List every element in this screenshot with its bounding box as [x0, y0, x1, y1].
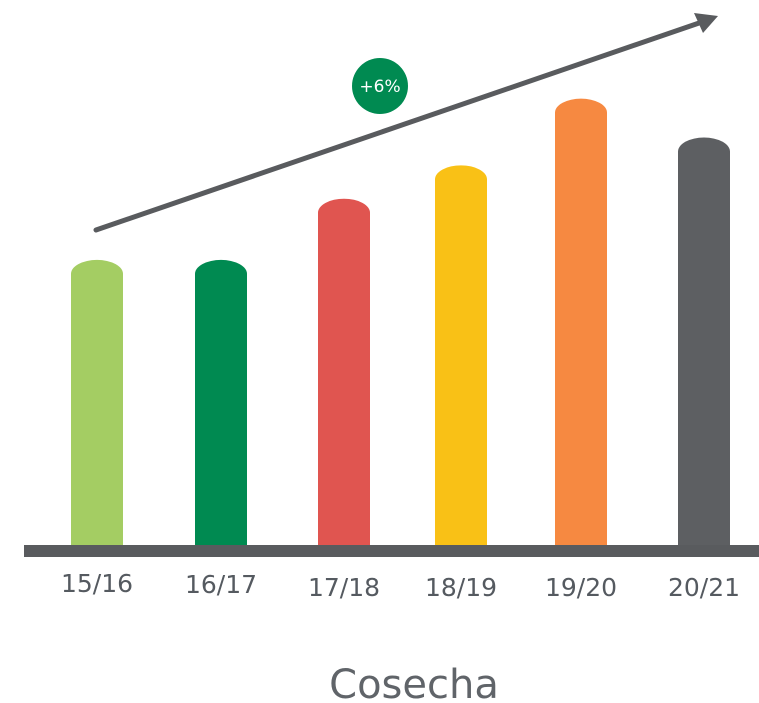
bar-16-17	[195, 259, 247, 549]
bar-18-19	[435, 165, 487, 550]
x-axis-title: Cosecha	[329, 662, 499, 703]
bar-19-20	[555, 98, 607, 549]
bar-17-18	[318, 198, 370, 549]
x-tick-label: 20/21	[668, 573, 740, 602]
growth-badge-circle	[352, 58, 408, 114]
x-tick-label: 19/20	[545, 573, 617, 602]
trend-arrow-head-icon	[694, 13, 718, 33]
x-tick-label: 18/19	[425, 573, 497, 602]
trend-arrow-line	[93, 19, 705, 233]
trend-arrow	[93, 13, 718, 233]
x-tick-label: 16/17	[185, 570, 257, 599]
bar-15-16	[71, 259, 123, 549]
bar-20-21	[678, 137, 730, 550]
bars-group	[71, 98, 730, 550]
x-tick-label: 17/18	[308, 573, 380, 602]
growth-badge: +6%	[352, 58, 408, 114]
growth-badge-label: +6%	[359, 77, 400, 97]
tick-labels-group: 15/16 16/17 17/18 18/19 19/20 20/21	[61, 569, 740, 602]
x-tick-label: 15/16	[61, 569, 133, 598]
x-axis-baseline	[24, 545, 759, 557]
